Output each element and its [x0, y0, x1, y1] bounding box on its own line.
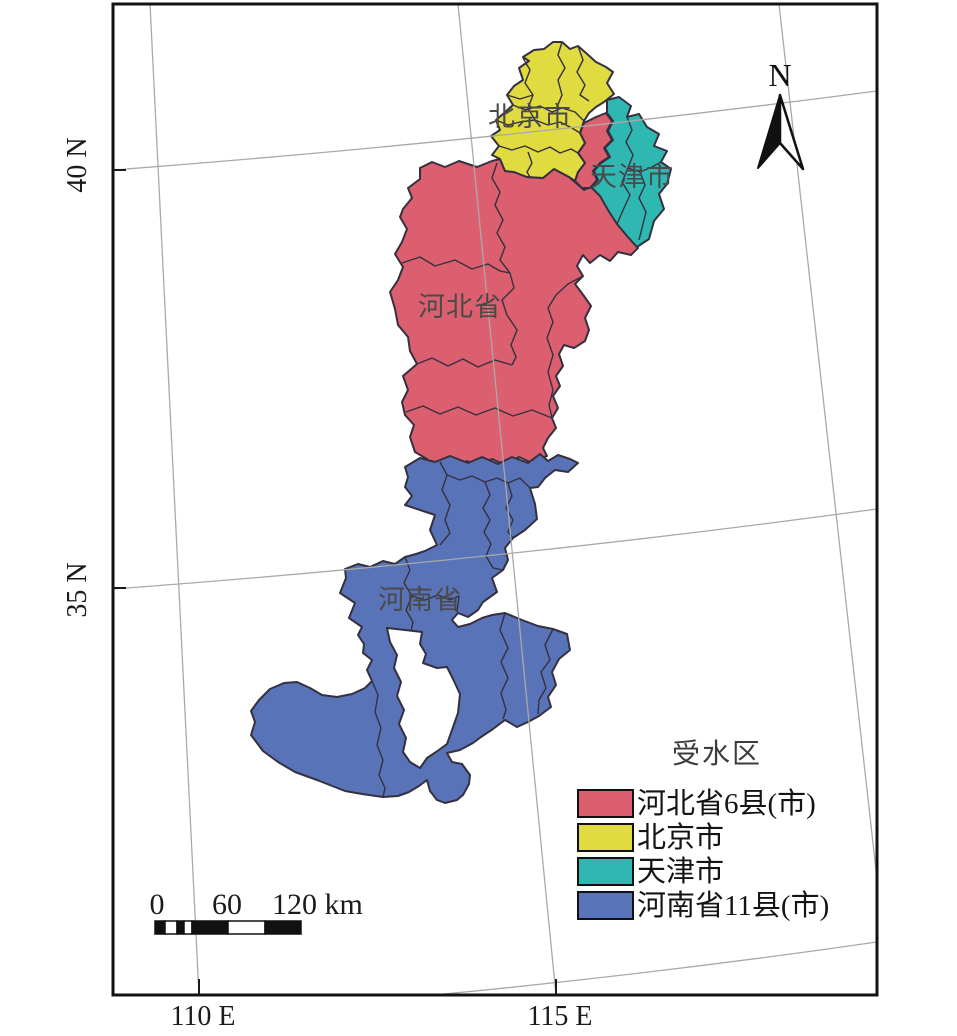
axis-label-115e: 115 E [527, 1001, 592, 1032]
legend-label-henan: 河南省11县(市) [637, 889, 829, 922]
county-boundaries-tianjin [616, 116, 662, 241]
county-boundaries-beijing [495, 41, 590, 178]
legend: 受水区 河北省6县(市) 北京市 天津市 河南省11县(市) [577, 738, 829, 922]
legend-item-hebei: 河北省6县(市) [577, 787, 816, 820]
legend-label-tianjin: 天津市 [637, 855, 724, 888]
axis-ticks [113, 169, 557, 995]
legend-swatch-hebei [577, 789, 634, 818]
axis-label-40n: 40 N [62, 137, 93, 192]
map-frame [111, 2, 879, 997]
label-hebei: 河北省 [418, 292, 502, 322]
graticule [112, 3, 878, 996]
label-henan: 河南省 [378, 585, 462, 615]
parallel-40n [112, 90, 878, 171]
legend-swatch-tianjin [577, 857, 634, 886]
legend-title: 受水区 [672, 738, 762, 770]
regions [250, 41, 672, 804]
legend-item-tianjin: 天津市 [577, 855, 724, 888]
label-beijing: 北京市 [488, 102, 572, 132]
legend-swatch-beijing [577, 823, 634, 852]
north-arrow-label: N [768, 57, 791, 93]
county-boundaries-hebei [401, 162, 584, 419]
region-henan [250, 453, 579, 804]
legend-label-beijing: 北京市 [637, 821, 724, 854]
label-tianjin: 天津市 [590, 162, 674, 192]
north-arrow-right-wing [778, 93, 805, 171]
scale-label-mid: 60 [212, 888, 242, 921]
north-arrow: N [757, 57, 805, 171]
legend-label-hebei: 河北省6县(市) [637, 787, 816, 820]
scale-label-end: 120 km [272, 888, 363, 921]
parallel-35n [112, 508, 878, 590]
legend-item-henan: 河南省11县(市) [577, 889, 829, 922]
axis-label-110e: 110 E [170, 1001, 235, 1032]
parallel-30n [433, 941, 878, 996]
meridian-110e [149, 3, 200, 996]
scale-bar: 0 60 120 km [150, 888, 363, 935]
meridian-115e [457, 3, 557, 996]
axis-label-35n: 35 N [62, 562, 93, 617]
scale-bar-segments [154, 920, 302, 935]
region-tianjin [590, 96, 672, 248]
region-labels: 北京市 天津市 河北省 河南省 [378, 102, 674, 615]
scale-label-start: 0 [150, 888, 165, 921]
legend-item-beijing: 北京市 [577, 821, 724, 854]
legend-swatch-henan [577, 891, 634, 920]
county-boundaries-henan [371, 461, 554, 798]
axis-labels: 40 N 35 N 110 E 115 E [62, 137, 593, 1032]
